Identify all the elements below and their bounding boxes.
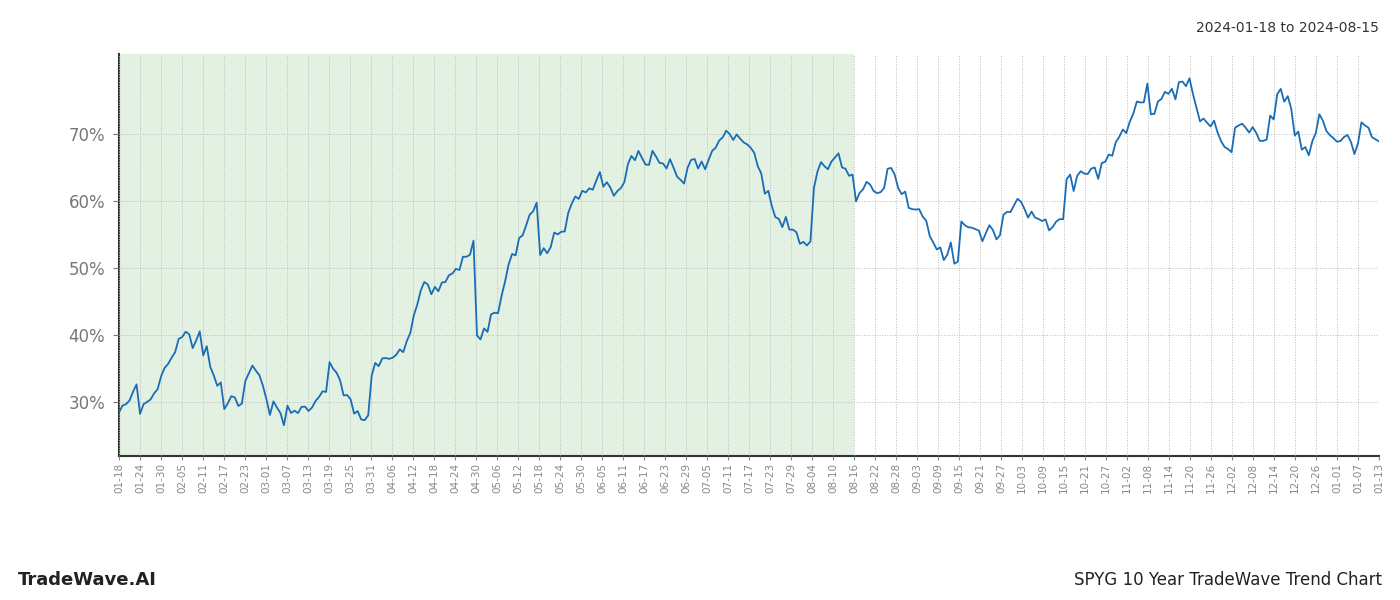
Text: 2024-01-18 to 2024-08-15: 2024-01-18 to 2024-08-15 (1196, 21, 1379, 35)
Text: SPYG 10 Year TradeWave Trend Chart: SPYG 10 Year TradeWave Trend Chart (1074, 571, 1382, 589)
Text: TradeWave.AI: TradeWave.AI (18, 571, 157, 589)
Bar (119, 54, 854, 456)
